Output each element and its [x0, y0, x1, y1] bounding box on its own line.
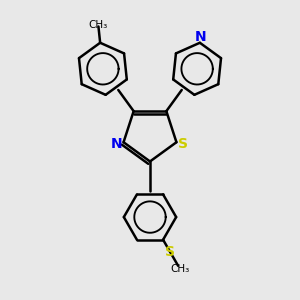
Text: N: N: [195, 30, 206, 44]
Text: CH₃: CH₃: [170, 264, 189, 274]
Text: S: S: [165, 244, 175, 259]
Text: S: S: [178, 137, 188, 152]
Text: N: N: [111, 137, 122, 152]
Text: CH₃: CH₃: [88, 20, 108, 30]
